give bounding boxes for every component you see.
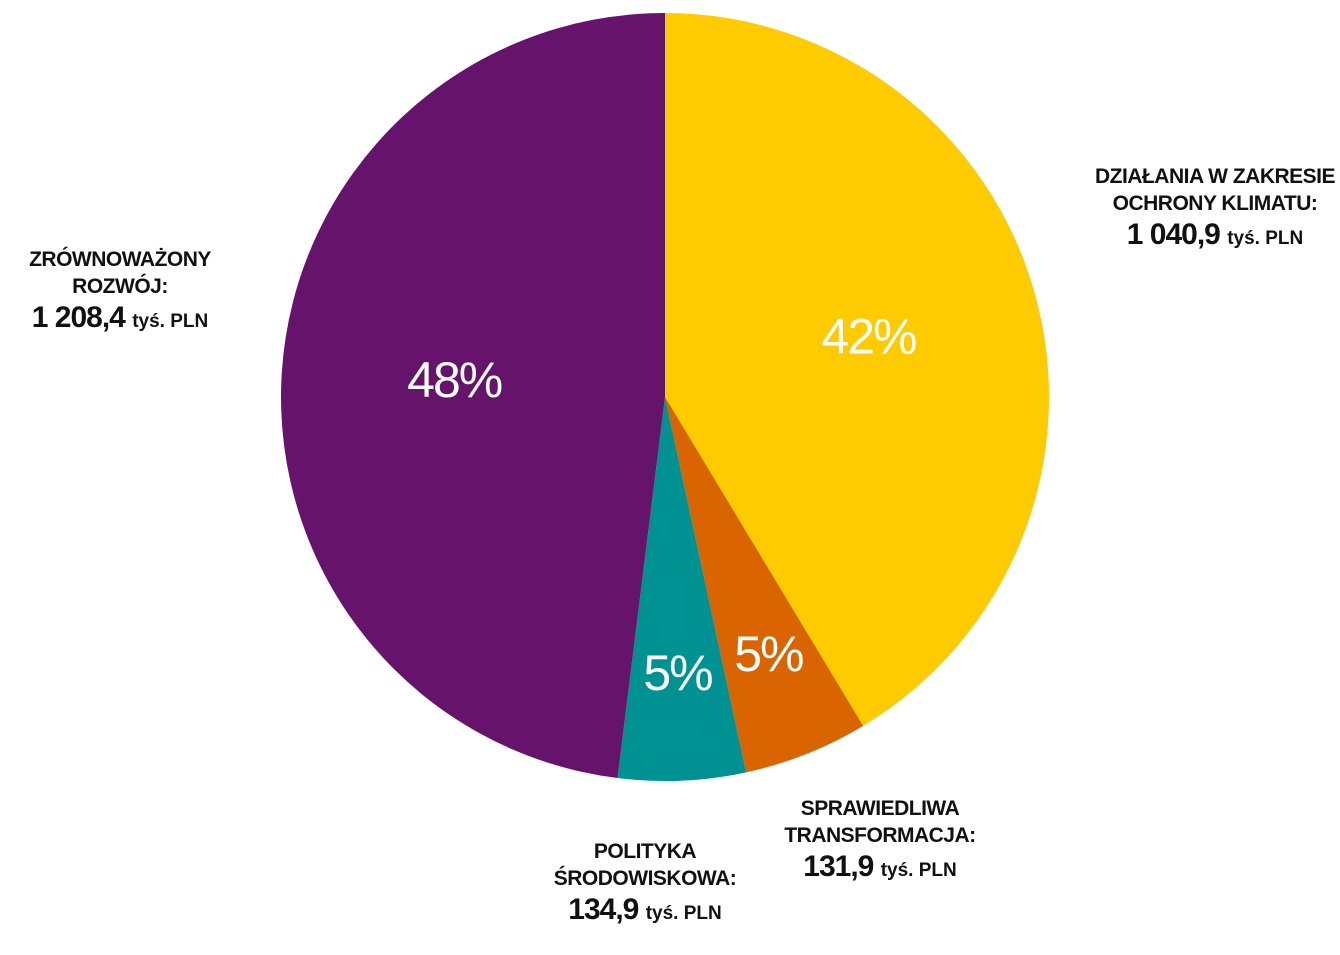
pie-slice [617,397,747,782]
category-name: ZRÓWNOWAŻONY ROZWÓJ: [29,248,211,298]
category-name: DZIAŁANIA W ZAKRESIE OCHRONY KLIMATU: [1094,165,1336,215]
value-label: 131,9 [803,850,874,883]
slice-label: DZIAŁANIA W ZAKRESIE OCHRONY KLIMATU: 1 0… [1090,163,1340,257]
value-label: 134,9 [568,893,639,926]
unit-label: tyś. PLN [132,311,209,332]
pie-slice [280,13,665,779]
value-line: 134,9 tyś. PLN [520,892,770,932]
category-name: POLITYKA ŚRODOWISKOWA: [553,840,737,890]
value-label: 1 208,4 [31,301,126,334]
value-line: 1 040,9 tyś. PLN [1090,217,1340,257]
unit-label: tyś. PLN [1227,228,1304,249]
value-label: 1 040,9 [1126,218,1221,251]
slice-label: ZRÓWNOWAŻONY ROZWÓJ: 1 208,4 tyś. PLN [0,246,245,340]
category-name: SPRAWIEDLIWA TRANSFORMACJA: [784,797,976,847]
slice-label: POLITYKA ŚRODOWISKOWA: 134,9 tyś. PLN [520,838,770,932]
pie-slice [665,13,1050,726]
percent-label: 48% [407,352,502,408]
slice-label: SPRAWIEDLIWA TRANSFORMACJA: 131,9 tyś. PL… [755,795,1005,889]
unit-label: tyś. PLN [645,903,722,924]
unit-label: tyś. PLN [880,860,957,881]
percent-label: 42% [821,309,916,365]
value-line: 131,9 tyś. PLN [755,849,1005,889]
percent-label: 5% [734,626,803,682]
value-line: 1 208,4 tyś. PLN [0,300,245,340]
percent-label: 5% [643,645,712,701]
pie-slice [665,397,864,773]
